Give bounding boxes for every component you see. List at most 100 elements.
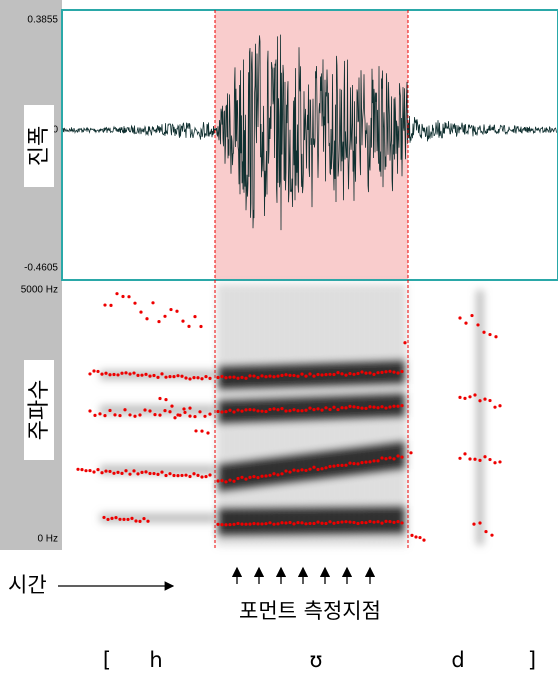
time-label: 시간 xyxy=(8,573,47,597)
formant-dot xyxy=(478,458,482,462)
formant-dot xyxy=(175,309,179,313)
formant-dot xyxy=(228,478,232,482)
formant-dot xyxy=(336,407,340,412)
formant-dot xyxy=(328,407,332,412)
formant-dot xyxy=(181,319,185,323)
formant-dot xyxy=(208,473,212,477)
formant-dot xyxy=(187,324,191,328)
formant-dot xyxy=(292,468,296,472)
formant-dot xyxy=(364,460,368,464)
formant-dot xyxy=(268,374,272,378)
formant-dot xyxy=(268,473,272,477)
fric-band xyxy=(100,370,215,380)
tick-label: 5000 Hz xyxy=(21,285,58,296)
formant-dot xyxy=(296,469,300,473)
formant-dot xyxy=(176,374,180,378)
formant-dot xyxy=(96,369,100,374)
formant-dot xyxy=(348,461,352,465)
formant-dot xyxy=(280,407,284,411)
formant-dot xyxy=(410,533,414,537)
formant-dot xyxy=(120,371,124,375)
formant-dot xyxy=(284,373,288,377)
formant-dot xyxy=(144,470,148,474)
formant-dot xyxy=(106,517,110,522)
formant-dot xyxy=(372,372,376,377)
formant-dot xyxy=(304,468,308,473)
formant-dot xyxy=(138,413,142,417)
formant-dot xyxy=(103,414,107,418)
formant-dot xyxy=(208,376,212,380)
formant-dot xyxy=(308,372,312,376)
formant-dot xyxy=(136,472,140,476)
formant-dot xyxy=(88,468,92,473)
formant-band xyxy=(218,441,405,492)
formant-dot xyxy=(328,520,332,524)
formant-dot xyxy=(160,372,164,376)
formant-dot xyxy=(368,371,372,375)
formant-dot xyxy=(478,521,482,525)
formant-dot xyxy=(340,406,344,410)
formant-dot xyxy=(304,408,308,412)
formant-dot xyxy=(380,370,384,374)
formant-dot xyxy=(272,472,276,476)
formant-dot xyxy=(128,472,132,476)
tick-label: 0.3855 xyxy=(27,15,58,26)
formant-dot xyxy=(118,517,122,521)
formant-dot xyxy=(220,374,224,379)
formant-dot xyxy=(280,472,284,476)
formant-dot xyxy=(478,399,482,403)
formant-dot xyxy=(400,404,404,408)
formant-dot xyxy=(488,398,492,403)
formant-dot xyxy=(300,521,304,525)
formant-dot xyxy=(170,404,174,408)
tick-label: 0 xyxy=(52,125,58,136)
formant-dot xyxy=(344,373,348,377)
formant-dot xyxy=(264,375,268,379)
formant-dot xyxy=(473,457,477,461)
formant-dot xyxy=(143,408,147,412)
formant-dot xyxy=(292,373,296,378)
formant-dot xyxy=(140,373,144,377)
formant-dot xyxy=(400,455,404,459)
formant-dot xyxy=(92,369,96,373)
formant-dot xyxy=(145,317,149,321)
formant-dot xyxy=(224,523,228,527)
formant-dot xyxy=(98,412,102,416)
formant-dot xyxy=(248,408,252,412)
formant-dot xyxy=(244,522,248,526)
formant-dot xyxy=(348,404,352,408)
formant-dot xyxy=(216,522,220,526)
formant-dot xyxy=(134,519,138,523)
formant-dot xyxy=(284,469,288,473)
formant-dot xyxy=(388,456,392,460)
formant-dot xyxy=(296,374,300,378)
formant-dot xyxy=(352,520,356,525)
formant-dot xyxy=(232,375,236,379)
formant-dot xyxy=(180,374,184,378)
formant-dot xyxy=(108,373,112,377)
formant-dot xyxy=(208,412,212,416)
phone: ʊ xyxy=(310,648,323,672)
formant-dot xyxy=(176,413,180,417)
formant-dot xyxy=(236,476,240,481)
formant-dot xyxy=(348,520,352,524)
formant-dot xyxy=(244,408,248,412)
formant-dot xyxy=(204,474,208,479)
formant-dot xyxy=(380,521,384,525)
formant-dot xyxy=(384,370,388,374)
formant-dot xyxy=(304,522,308,526)
formant-dot xyxy=(92,470,96,474)
formant-dot xyxy=(199,324,203,329)
formant-dot xyxy=(194,429,198,433)
formant-dot xyxy=(352,372,356,376)
formant-dot xyxy=(228,375,232,379)
formant-dot xyxy=(380,405,384,409)
formant-dot xyxy=(348,372,352,376)
formant-dot xyxy=(152,471,156,476)
formant-dot xyxy=(264,474,268,478)
formant-dot xyxy=(312,374,316,378)
formant-dot xyxy=(204,374,208,379)
formant-dot xyxy=(148,374,152,378)
formant-dot xyxy=(308,467,312,471)
